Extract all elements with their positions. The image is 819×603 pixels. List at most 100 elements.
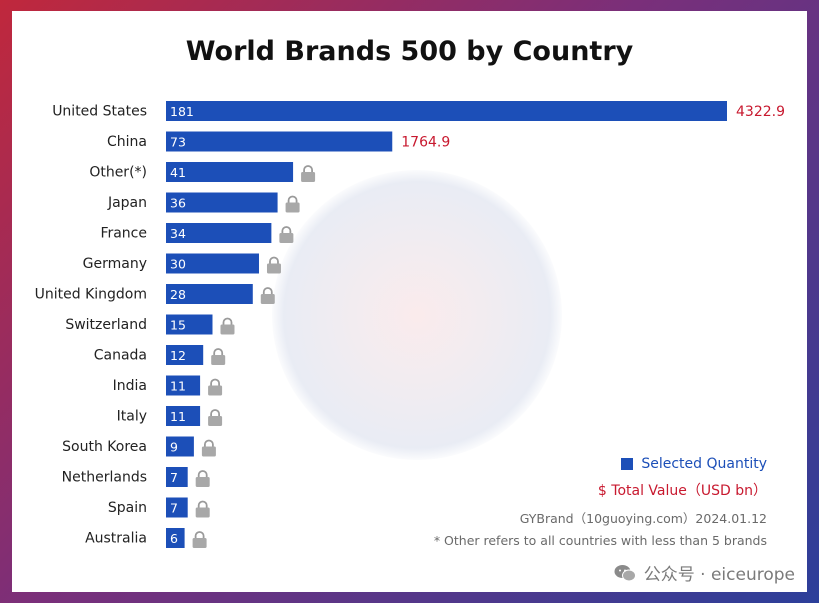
category-label: Australia — [85, 531, 147, 547]
legend-label-value: $ Total Value（USD bn） — [597, 483, 767, 499]
lock-body — [285, 202, 300, 213]
total-value-label: 1764.9 — [401, 135, 450, 151]
category-label: France — [100, 226, 147, 242]
bar — [166, 223, 272, 243]
bar-data-label: 73 — [170, 135, 186, 150]
legend: Selected Quantity $ Total Value（USD bn） — [598, 451, 767, 503]
lock-body — [301, 172, 316, 182]
bar-data-label: 12 — [170, 348, 186, 363]
bar-data-label: 30 — [170, 257, 186, 272]
lock-icon — [211, 348, 226, 365]
source-note: GYBrand（10guoying.com）2024.01.12 — [519, 511, 767, 526]
lock-shackle — [287, 195, 298, 204]
watermark-emblem — [272, 170, 562, 460]
lock-shackle — [303, 165, 313, 173]
lock-icon — [192, 531, 207, 548]
category-label: Japan — [107, 195, 147, 211]
lock-shackle — [197, 470, 208, 478]
bar — [166, 314, 213, 335]
lock-icon — [301, 165, 316, 182]
lock-icon — [279, 226, 294, 243]
bar — [166, 406, 201, 426]
lock-icon — [201, 439, 216, 457]
lock-icon — [285, 195, 300, 213]
bar-data-label: 11 — [170, 379, 186, 394]
wechat-icon — [614, 564, 636, 581]
lock-body — [208, 416, 223, 426]
legend-item-quantity: Selected Quantity — [598, 451, 767, 477]
bar-data-label: 15 — [170, 318, 186, 333]
category-label: South Korea — [62, 439, 147, 455]
bar-data-label: 41 — [170, 165, 186, 180]
lock-body — [195, 507, 210, 518]
category-label: Italy — [117, 409, 147, 425]
lock-shackle — [203, 439, 214, 448]
lock-icon — [195, 500, 210, 518]
category-label: Germany — [83, 256, 147, 272]
lock-shackle — [222, 317, 233, 326]
lock-body — [201, 446, 216, 457]
bar-data-label: 7 — [170, 501, 178, 516]
bar-data-label: 36 — [170, 196, 186, 211]
category-label: Switzerland — [65, 317, 147, 333]
category-label: Netherlands — [62, 470, 147, 486]
legend-item-value: $ Total Value（USD bn） — [598, 477, 767, 503]
lock-shackle — [281, 226, 292, 234]
category-label: United States — [52, 104, 147, 120]
lock-icon — [220, 317, 235, 335]
bar — [166, 467, 188, 487]
lock-body — [208, 385, 223, 396]
lock-icon — [195, 470, 210, 487]
bar — [166, 436, 194, 457]
bar — [166, 284, 253, 304]
bar — [166, 375, 201, 396]
lock-icon — [208, 378, 223, 396]
chart-title: World Brands 500 by Country — [185, 36, 634, 67]
bar-data-label: 6 — [170, 531, 178, 546]
wechat-account: 公众号 · eiceurope — [643, 565, 795, 585]
category-label: Spain — [108, 500, 147, 516]
bar — [166, 162, 294, 182]
bar-data-label: 11 — [170, 409, 186, 424]
lock-shackle — [210, 378, 220, 387]
lock-shackle — [262, 287, 273, 295]
bar-data-label: 9 — [170, 440, 178, 455]
lock-body — [279, 233, 294, 243]
total-value-label: 4322.9 — [736, 104, 785, 120]
category-label: Other(*) — [89, 165, 147, 181]
lock-icon — [208, 409, 223, 426]
bar — [166, 528, 185, 548]
bar-data-label: 7 — [170, 470, 178, 485]
wechat-badge: 公众号 · eiceurope — [614, 560, 795, 585]
bar — [166, 101, 727, 121]
category-label: India — [113, 378, 147, 394]
bar-data-label: 34 — [170, 226, 186, 241]
lock-icon — [260, 287, 275, 304]
lock-body — [260, 294, 275, 304]
bar-data-label: 181 — [170, 104, 194, 119]
legend-label-quantity: Selected Quantity — [641, 456, 767, 472]
lock-body — [192, 538, 207, 548]
category-label: China — [107, 134, 147, 150]
lock-shackle — [197, 500, 208, 509]
bar — [166, 345, 204, 365]
bar — [166, 131, 393, 152]
bar — [166, 253, 259, 274]
lock-shackle — [213, 348, 224, 356]
bar-data-label: 28 — [170, 287, 186, 302]
lock-shackle — [210, 409, 220, 417]
legend-swatch — [621, 458, 634, 470]
footnote: * Other refers to all countries with les… — [433, 533, 767, 548]
lock-icon — [266, 256, 281, 274]
lock-body — [211, 355, 226, 365]
lock-body — [266, 263, 281, 274]
lock-body — [220, 324, 235, 335]
category-label: Canada — [94, 348, 147, 364]
lock-body — [195, 477, 210, 487]
lock-shackle — [269, 256, 279, 265]
category-label: United Kingdom — [35, 287, 147, 303]
bar — [166, 497, 188, 518]
lock-shackle — [194, 531, 205, 539]
bar — [166, 192, 278, 213]
